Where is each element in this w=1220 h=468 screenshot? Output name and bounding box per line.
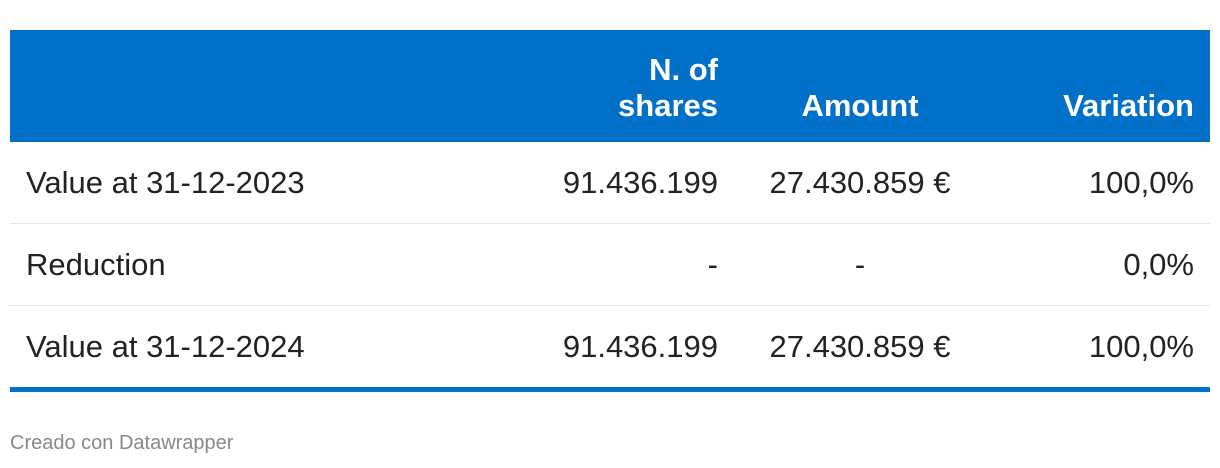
table-wrap: N. of shares Amount Variation Value at 3… [10, 30, 1210, 392]
cell: 100,0% [986, 142, 1210, 224]
header-cell: Variation [986, 30, 1210, 142]
table: N. of shares Amount Variation Value at 3… [10, 30, 1210, 392]
cell: Value at 31-12-2023 [10, 142, 482, 224]
cell: - [734, 223, 986, 306]
row: Value at 31-12-2023 91.436.199 27.430.859 … [10, 142, 1210, 224]
header-row: N. of shares Amount Variation [10, 30, 1210, 142]
cell: 0,0% [986, 223, 1210, 306]
header-cell: Amount [734, 30, 986, 142]
footer: Creado con Datawrapper [10, 432, 234, 454]
row: Value at 31-12-2024 91.436.199 27.430.859 … [10, 305, 1210, 392]
cell: 100,0% [986, 305, 1210, 392]
cell: - [482, 223, 734, 306]
header-cell: N. of shares [482, 30, 734, 142]
cell: Value at 31-12-2024 [10, 305, 482, 392]
cell: 91.436.199 [482, 305, 734, 392]
header-cell [10, 30, 482, 142]
cell: 27.430.859 € [734, 142, 986, 224]
cell: 91.436.199 [482, 142, 734, 224]
cell: 27.430.859 € [734, 305, 986, 392]
cell: Reduction [10, 223, 482, 306]
row: Reduction - -0,0% [10, 223, 1210, 306]
